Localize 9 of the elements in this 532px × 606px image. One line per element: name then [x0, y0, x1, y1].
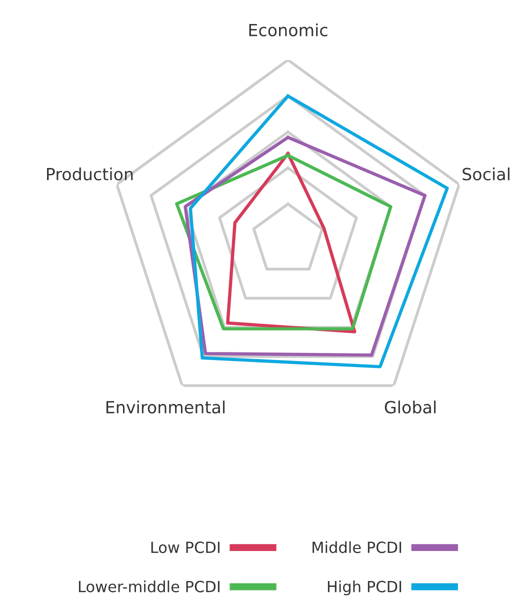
legend-label: Middle PCDI: [312, 541, 402, 554]
spoke-label: Production: [47, 168, 133, 180]
spoke-label: Environmental: [106, 400, 225, 414]
spoke-label: Economic: [249, 23, 328, 36]
legend-label: High PCDI: [328, 580, 402, 596]
legend-label: Lower-middle PCDI: [78, 580, 220, 592]
spoke-label: Social: [462, 168, 510, 180]
legend-label: Low PCDI: [151, 542, 220, 554]
spoke-label: Global: [384, 400, 436, 414]
